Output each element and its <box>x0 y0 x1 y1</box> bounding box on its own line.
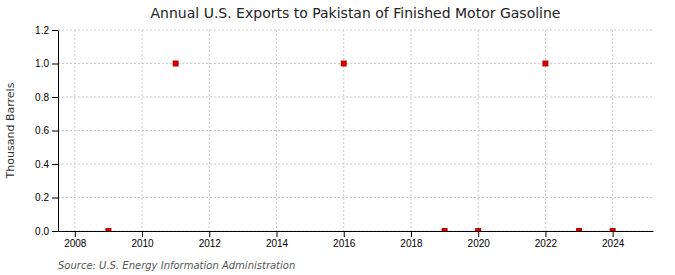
grid-line-y <box>58 63 653 64</box>
x-tick-label: 2018 <box>400 238 423 249</box>
grid-line-y <box>58 30 653 31</box>
y-tick-mark <box>52 131 58 132</box>
x-tick-mark <box>209 231 210 237</box>
x-tick-mark <box>478 231 479 237</box>
grid-line-x <box>276 30 277 231</box>
x-tick-mark <box>344 231 345 237</box>
x-axis-line <box>59 231 654 232</box>
point <box>105 228 111 231</box>
y-tick: 0.2 <box>35 192 58 203</box>
x-tick: 2010 <box>131 231 154 249</box>
y-tick-label: 0.2 <box>35 192 49 203</box>
point <box>442 228 448 231</box>
y-axis-title: Thousand Barrels <box>4 82 17 179</box>
x-tick-label: 2022 <box>535 238 558 249</box>
x-tick: 2016 <box>333 231 356 249</box>
point <box>542 61 548 67</box>
point <box>576 228 582 231</box>
grid-line-x <box>612 30 613 231</box>
y-tick: 1.0 <box>35 58 58 69</box>
grid-line-x <box>209 30 210 231</box>
y-tick-label: 0.6 <box>35 125 49 136</box>
x-tick-mark <box>411 231 412 237</box>
grid-line-y <box>58 130 653 131</box>
x-tick-label: 2008 <box>64 238 87 249</box>
y-tick: 0.4 <box>35 159 58 170</box>
y-tick: 0.0 <box>35 226 58 237</box>
x-tick: 2012 <box>199 231 222 249</box>
y-tick-label: 0.8 <box>35 92 49 103</box>
point <box>341 61 347 67</box>
x-tick: 2020 <box>468 231 491 249</box>
y-tick: 1.2 <box>35 25 58 36</box>
y-tick-label: 0.4 <box>35 159 49 170</box>
x-tick-mark <box>142 231 143 237</box>
source-note: Source: U.S. Energy Information Administ… <box>58 260 295 271</box>
point <box>475 228 481 231</box>
x-tick-mark <box>613 231 614 237</box>
x-tick: 2014 <box>266 231 289 249</box>
x-tick: 2022 <box>535 231 558 249</box>
x-tick-label: 2012 <box>199 238 222 249</box>
y-tick-mark <box>52 198 58 199</box>
grid-line-y <box>58 231 653 232</box>
x-tick-label: 2024 <box>602 238 625 249</box>
y-tick-label: 1.2 <box>35 25 49 36</box>
grid-line-y <box>58 97 653 98</box>
title: Annual U.S. Exports to Pakistan of Finis… <box>151 5 561 21</box>
chart: 2008201020122014201620182020202220240.00… <box>0 0 675 275</box>
x-tick-label: 2020 <box>468 238 491 249</box>
x-tick-label: 2010 <box>131 238 154 249</box>
y-tick-mark <box>52 97 58 98</box>
y-axis: 0.0 0.2 0.4 0.6 0.8 1.0 1.2 <box>35 25 58 237</box>
y-tick-label: 1.0 <box>35 58 49 69</box>
y-tick: 0.6 <box>35 125 58 136</box>
x-tick: 2018 <box>400 231 423 249</box>
x-tick-label: 2016 <box>333 238 356 249</box>
x-tick-mark <box>277 231 278 237</box>
y-tick-mark <box>52 64 58 65</box>
plot-area: 2008201020122014201620182020202220240.00… <box>35 25 653 249</box>
y-tick: 0.8 <box>35 92 58 103</box>
y-tick-label: 0.0 <box>35 226 49 237</box>
y-tick-mark <box>52 30 58 31</box>
x-tick-mark <box>75 231 76 237</box>
x-tick-label: 2014 <box>266 238 289 249</box>
points <box>105 61 615 232</box>
grid-line-y <box>58 164 653 165</box>
y-tick-mark <box>52 231 58 232</box>
grid <box>58 30 653 231</box>
x-tick: 2008 <box>64 231 87 249</box>
point <box>173 61 179 67</box>
y-axis-line <box>58 31 59 232</box>
x-tick-mark <box>545 231 546 237</box>
point <box>610 228 616 231</box>
grid-line-x <box>545 30 546 231</box>
x-tick: 2024 <box>602 231 625 249</box>
x-axis: 2008 2010 2012 2014 2016 2018 2020 2022 2024 <box>59 231 654 249</box>
grid-line-y <box>58 197 653 198</box>
y-tick-mark <box>52 164 58 165</box>
